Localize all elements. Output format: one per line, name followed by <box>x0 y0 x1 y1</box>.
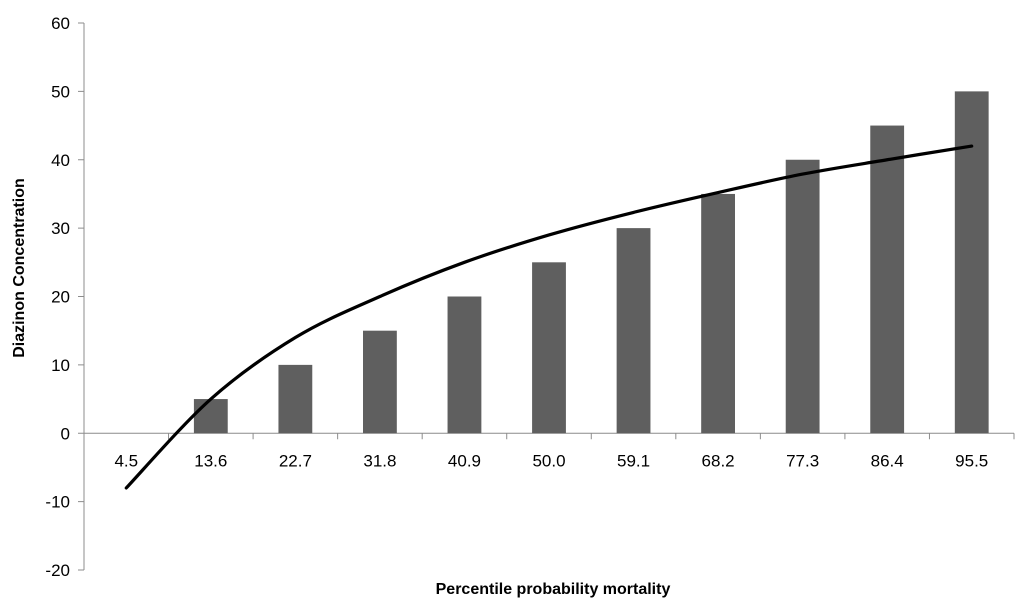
bar <box>278 364 313 434</box>
x-tick-label: 13.6 <box>194 451 227 470</box>
x-tick-label: 50.0 <box>532 451 565 470</box>
y-tick-label: -10 <box>45 493 70 512</box>
x-tick-label: 40.9 <box>448 451 481 470</box>
y-tick-label: 40 <box>51 151 70 170</box>
x-tick-label: 59.1 <box>617 451 650 470</box>
trendline-path <box>124 144 974 490</box>
y-tick-label: 50 <box>51 82 70 101</box>
bar <box>870 125 905 434</box>
y-tick-label: 60 <box>51 14 70 33</box>
y-tick-label: 0 <box>61 424 70 443</box>
bar <box>193 399 228 434</box>
y-tick-label: 20 <box>51 288 70 307</box>
x-tick-label: 86.4 <box>871 451 904 470</box>
y-axis: -20 -10 0 10 20 30 40 50 60 <box>45 14 85 580</box>
x-axis-title: Percentile probability mortality <box>436 581 671 598</box>
bar <box>616 228 651 434</box>
y-tick-label: 30 <box>51 219 70 238</box>
bar <box>954 91 989 434</box>
y-tick-label: -20 <box>45 561 70 580</box>
x-tick-label: 77.3 <box>786 451 819 470</box>
bar <box>363 330 397 434</box>
category-labels: 4.5 13.6 22.7 31.8 40.9 50.0 59.1 68.2 77.3 86.4 9… <box>114 451 988 470</box>
x-tick-label: 4.5 <box>114 451 138 470</box>
x-axis <box>83 432 1015 440</box>
bar <box>532 262 566 434</box>
x-tick-label: 68.2 <box>702 451 735 470</box>
bar <box>447 296 482 434</box>
x-tick-label: 22.7 <box>279 451 312 470</box>
x-tick-label: 95.5 <box>955 451 988 470</box>
x-tick-label: 31.8 <box>363 451 396 470</box>
bar-series <box>193 91 989 434</box>
trendline <box>124 144 974 490</box>
y-tick-label: 10 <box>51 356 70 375</box>
y-axis-title: Diazinon Concentration <box>11 178 28 358</box>
bar <box>785 159 820 434</box>
bar <box>701 193 735 434</box>
